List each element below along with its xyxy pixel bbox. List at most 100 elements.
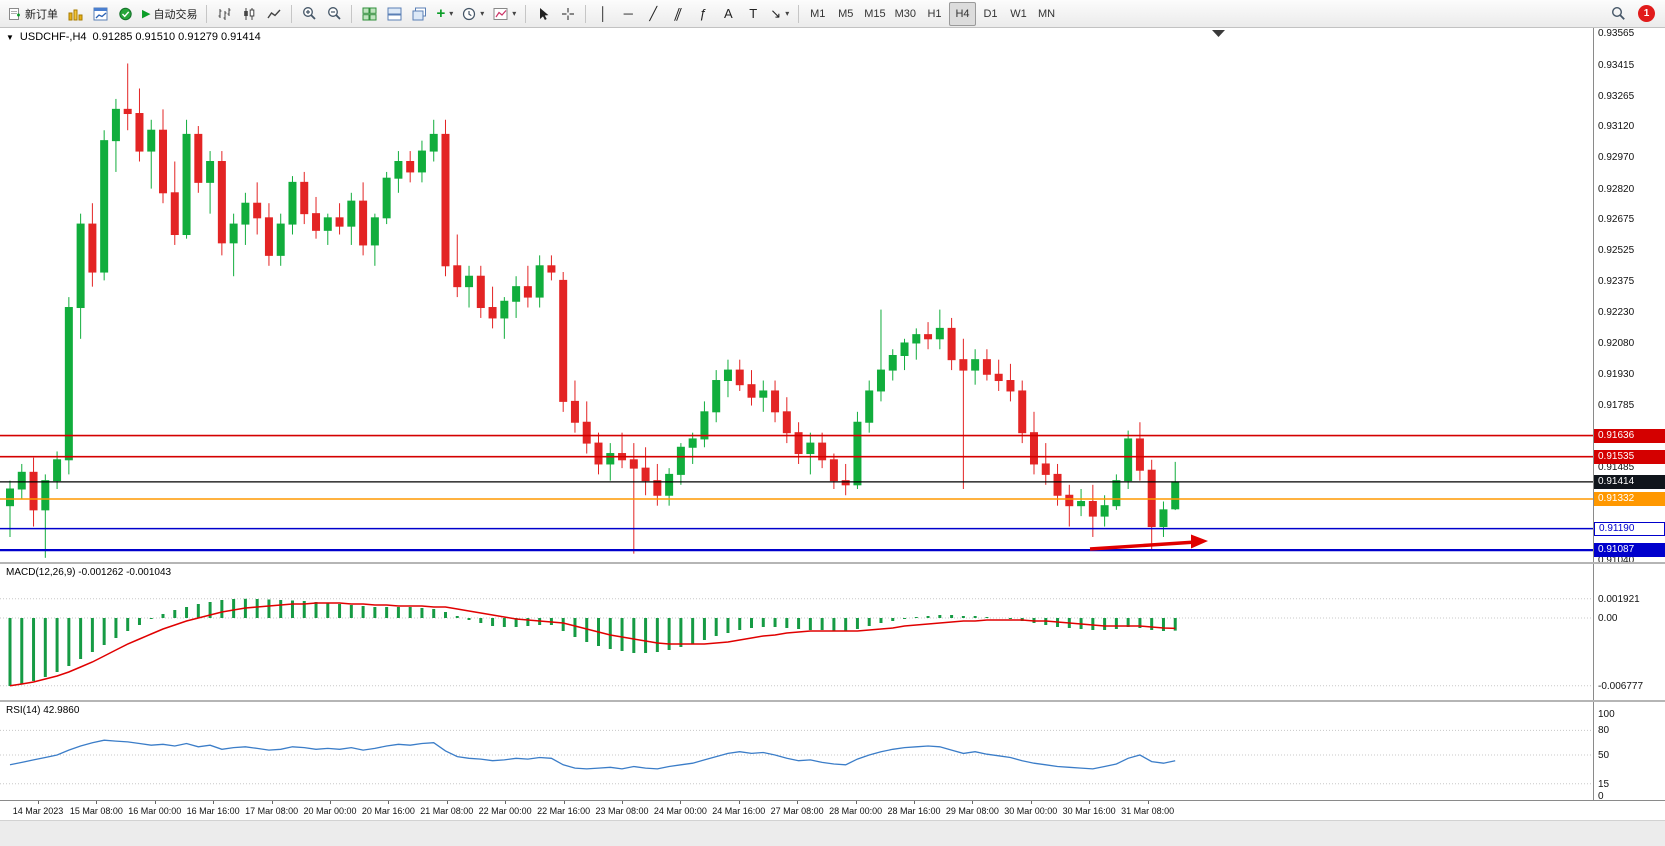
price-scale-label: 0.92525 [1598,245,1635,257]
timeframe-m5[interactable]: M5 [832,2,859,26]
indicators-button[interactable]: + ▾ [432,2,457,26]
text-tool-button[interactable]: A [716,2,740,26]
trendline-tool-button[interactable]: ╱ [641,2,665,26]
timeframe-d1[interactable]: D1 [977,2,1004,26]
price-scale-label: 0.92230 [1598,306,1635,318]
price-line-badge: 0.91087 [1594,543,1665,558]
main-chart-pane[interactable]: ▼ USDCHF-,H4 0.91285 0.91510 0.91279 0.9… [0,28,1593,562]
time-axis-label: 14 Mar 2023 [12,806,64,816]
search-icon [1611,6,1625,20]
timeframe-m1[interactable]: M1 [804,2,831,26]
cascade-windows-button[interactable] [407,2,431,26]
arrange-windows-button[interactable] [382,2,406,26]
tile-windows-button[interactable] [357,2,381,26]
timeframe-h4[interactable]: H4 [949,1,977,26]
timeframe-w1[interactable]: W1 [1005,2,1032,26]
notifications-badge[interactable]: 1 [1638,5,1655,22]
time-axis-tick [1147,801,1149,804]
timeframe-mn[interactable]: MN [1033,2,1060,26]
macd-chart[interactable] [0,564,1593,700]
fibonacci-icon: ƒ [699,6,707,21]
chart-window: ▼ USDCHF-,H4 0.91285 0.91510 0.91279 0.9… [0,28,1665,846]
time-axis[interactable]: 14 Mar 2023 15 Mar 08:00 16 Mar 00:00 16 Ma… [0,800,1665,820]
vertical-line-icon: │ [599,6,608,21]
time-axis-tick [96,801,98,804]
horizontal-line-tool-button[interactable]: ─ [616,2,640,26]
new-order-icon [9,7,20,20]
auto-trading-button[interactable]: ▶ 自动交易 [138,2,201,26]
autotrading-play-icon: ▶ [142,8,151,20]
time-axis-tick [680,801,682,804]
arrows-tool-icon: ↘ [770,6,782,21]
market-watch-button[interactable] [63,2,87,26]
zoom-out-icon [328,7,341,20]
time-axis-tick [914,801,915,804]
macd-axis[interactable]: 0.001921 0.00 -0.006777 [1593,564,1665,700]
horizontal-line-icon: ─ [623,6,633,21]
price-line-badge: 0.91190 [1594,521,1665,536]
time-axis-label: 16 Mar 16:00 [186,806,240,816]
auto-trading-label: 自动交易 [153,8,198,21]
connection-status-button[interactable] [113,2,137,26]
time-axis-label: 27 Mar 08:00 [770,806,824,816]
cascade-windows-icon [412,7,426,20]
timeframe-m15[interactable]: M15 [860,2,889,26]
time-axis-tick [797,801,799,804]
chevron-down-icon: ▾ [480,9,485,18]
time-axis-tick [622,801,623,804]
timeframe-m30[interactable]: M30 [891,2,920,26]
channel-tool-button[interactable]: ∥ [666,2,690,26]
templates-button[interactable]: ▾ [489,2,520,26]
fibonacci-tool-button[interactable]: ƒ [691,2,715,26]
zoom-out-button[interactable] [322,2,346,26]
rsi-scale-label: 100 [1598,709,1615,720]
chart-title: ▼ USDCHF-,H4 0.91285 0.91510 0.91279 0.9… [6,31,261,43]
clock-icon [463,7,476,20]
chart-menu-icon[interactable]: ▼ [6,32,14,42]
candlestick-mode-button[interactable] [237,2,261,26]
bar-chart-mode-button[interactable] [212,2,236,26]
label-tool-button[interactable]: T [741,2,765,26]
chevron-down-icon: ▾ [449,9,454,18]
line-chart-mode-button[interactable] [262,2,286,26]
market-watch-icon [68,9,82,20]
vertical-line-tool-button[interactable]: │ [591,2,615,26]
macd-scale-label: 0.00 [1598,613,1618,624]
time-axis-label: 29 Mar 08:00 [945,806,999,816]
macd-pane[interactable]: MACD(12,26,9) -0.001262 -0.001043 [0,564,1593,700]
add-indicator-icon: + [436,5,446,22]
price-scale-label: 0.93120 [1598,121,1635,133]
rsi-axis[interactable]: 100 80 50 15 0 [1593,702,1665,800]
search-button[interactable] [1606,2,1630,26]
price-axis[interactable]: 0.93565 0.93415 0.93265 0.93120 0.92970 0.928… [1593,28,1665,562]
chevron-down-icon: ▾ [512,9,517,18]
tile-windows-icon [362,7,377,20]
rsi-chart[interactable] [0,702,1593,800]
timeframe-h1[interactable]: H1 [921,2,948,26]
new-chart-button[interactable] [88,2,112,26]
time-axis-label: 31 Mar 08:00 [1121,806,1175,816]
cursor-tool-button[interactable] [531,2,555,26]
rsi-scale-label: 15 [1598,778,1610,790]
price-scale-label: 0.92820 [1598,183,1635,195]
time-axis-tick [1089,801,1091,804]
zoom-in-button[interactable] [297,2,321,26]
time-axis-label: 17 Mar 08:00 [245,806,299,816]
crosshair-tool-button[interactable] [556,2,580,26]
time-axis-label: 15 Mar 08:00 [69,806,123,816]
time-axis-label: 22 Mar 16:00 [537,806,591,816]
rsi-pane[interactable]: RSI(14) 42.9860 [0,702,1593,800]
time-axis-tick [855,801,857,804]
periods-button[interactable]: ▾ [458,2,488,26]
pane-splitter[interactable] [0,700,1665,702]
candlestick-chart[interactable] [0,28,1593,562]
price-scale-label: 0.91930 [1598,369,1635,381]
macd-scale-label: -0.006777 [1598,680,1644,692]
pane-splitter[interactable] [0,562,1665,564]
price-scale-label: 0.91040 [1598,554,1635,562]
arrows-tool-button[interactable]: ↘ ▾ [766,2,793,26]
new-order-button[interactable]: 新订单 [4,2,62,26]
trendline-icon: ╱ [649,6,658,21]
zoom-in-icon [303,7,316,20]
time-axis-tick [1030,801,1032,804]
